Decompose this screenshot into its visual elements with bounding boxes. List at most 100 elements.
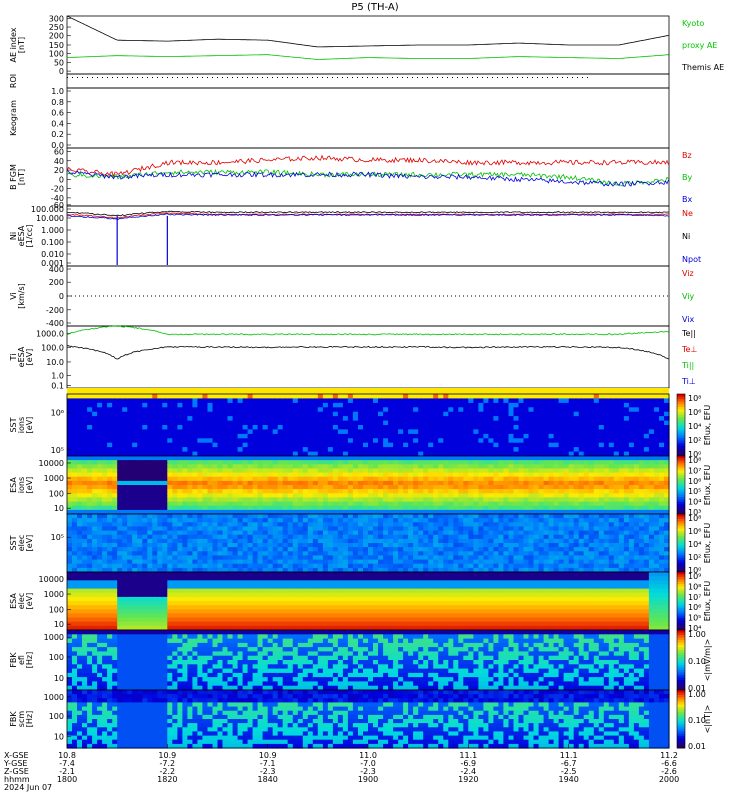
spectro-cell: [433, 567, 439, 573]
spectro-cell: [573, 514, 580, 519]
spectro-cell: [212, 480, 219, 486]
spectro-cell: [438, 534, 444, 540]
spectro-cell: [493, 530, 499, 536]
spectro-cell: [483, 514, 489, 519]
spectro-cell: [242, 480, 249, 486]
spectro-cell: [383, 456, 389, 461]
spectro-cell: [97, 456, 103, 461]
spectro-cell: [473, 429, 479, 435]
spectro-cell: [558, 447, 565, 453]
spectro-cell: [573, 464, 580, 469]
spectro-cell: [92, 438, 98, 444]
spectro-cell: [598, 468, 605, 474]
spectro-cell: [252, 534, 259, 540]
spectro-cell: [327, 451, 334, 457]
spectro-cell: [418, 438, 424, 444]
spectro-cell: [398, 567, 404, 573]
spectro-cell: [137, 472, 143, 478]
spectro-cell: [277, 451, 284, 457]
spectro-cell: [448, 522, 454, 527]
spectro-cell: [352, 534, 359, 540]
spectro-cell: [393, 394, 399, 399]
spectro-cell: [72, 509, 78, 515]
spectro-cell: [112, 456, 118, 461]
spectro-cell: [297, 438, 304, 444]
spectro-cell: [383, 563, 389, 569]
spectro-cell: [187, 402, 193, 408]
spectro-cell: [347, 438, 354, 444]
spectro-cell: [227, 480, 234, 486]
spectro-cell: [162, 468, 168, 474]
spectro-cell: [553, 530, 560, 536]
spectro-cell: [347, 534, 354, 540]
spectro-cell: [147, 402, 153, 408]
spectro-cell: [643, 416, 650, 422]
spectro-cell: [107, 468, 113, 474]
spectro-cell: [97, 526, 103, 532]
spectro-cell: [192, 563, 198, 569]
spectro-cell: [192, 398, 198, 404]
spectro-cell: [322, 468, 329, 474]
spectro-cell: [242, 456, 249, 461]
spectro-cell: [67, 451, 73, 457]
spectro-cell: [192, 456, 198, 461]
spectro-cell: [413, 518, 419, 523]
spectro-cell: [162, 522, 168, 527]
spectro-cell: [598, 555, 605, 561]
spectro-cell: [588, 555, 595, 561]
spectro-cell: [307, 555, 314, 561]
spectro-cell: [633, 456, 640, 461]
spectro-cell: [588, 416, 595, 422]
spectro-cell: [107, 420, 113, 426]
spectro-cell: [217, 547, 224, 552]
spectro-cell: [393, 460, 399, 465]
spectro-cell: [493, 505, 499, 511]
spectro-cell: [593, 411, 600, 417]
spectro-cell: [222, 543, 229, 548]
spectro-cell: [638, 394, 645, 399]
spectro-cell: [478, 456, 484, 461]
spectro-cell: [633, 464, 640, 469]
spectro-cell: [373, 538, 379, 544]
spectro-cell: [162, 407, 168, 413]
spectro-cell: [423, 416, 429, 422]
spectro-cell: [272, 425, 279, 430]
spectro-cell: [112, 429, 118, 435]
spectro-cell: [107, 551, 113, 556]
spectro-cell: [423, 394, 429, 399]
spectro-cell: [312, 555, 319, 561]
spectro-cell: [192, 472, 198, 478]
spectro-cell: [368, 472, 374, 478]
spectro-cell: [137, 394, 143, 399]
spectro-cell: [493, 480, 499, 486]
spectro-cell: [643, 429, 650, 435]
spectro-cell: [373, 509, 379, 515]
spectro-cell: [212, 497, 219, 503]
spectro-cell: [493, 485, 499, 490]
spectro-cell: [423, 476, 429, 482]
spectro-cell: [202, 518, 208, 523]
spectro-cell: [287, 547, 294, 552]
spectro-cell: [664, 505, 670, 511]
spectro-cell: [423, 489, 429, 494]
spectro-cell: [458, 433, 464, 439]
spectro-cell: [347, 407, 354, 413]
spectro-cell: [232, 555, 239, 561]
spectro-cell: [413, 555, 419, 561]
spectro-cell: [187, 398, 193, 404]
spectro-cell: [112, 522, 118, 527]
spectro-cell: [192, 547, 198, 552]
spectro-cell: [378, 514, 384, 519]
spectro-cell: [327, 567, 334, 573]
spectro-cell: [423, 530, 429, 536]
spectro-cell: [473, 420, 479, 426]
spectro-cell: [553, 468, 560, 474]
spectro-cell: [538, 522, 545, 527]
spectro-cell: [157, 514, 163, 519]
y-tick-label: 100: [49, 490, 64, 499]
spectro-cell: [147, 398, 153, 404]
spectro-cell: [212, 551, 219, 556]
spectro-cell: [107, 402, 113, 408]
spectro-cell: [252, 442, 259, 448]
spectro-cell: [102, 497, 108, 503]
